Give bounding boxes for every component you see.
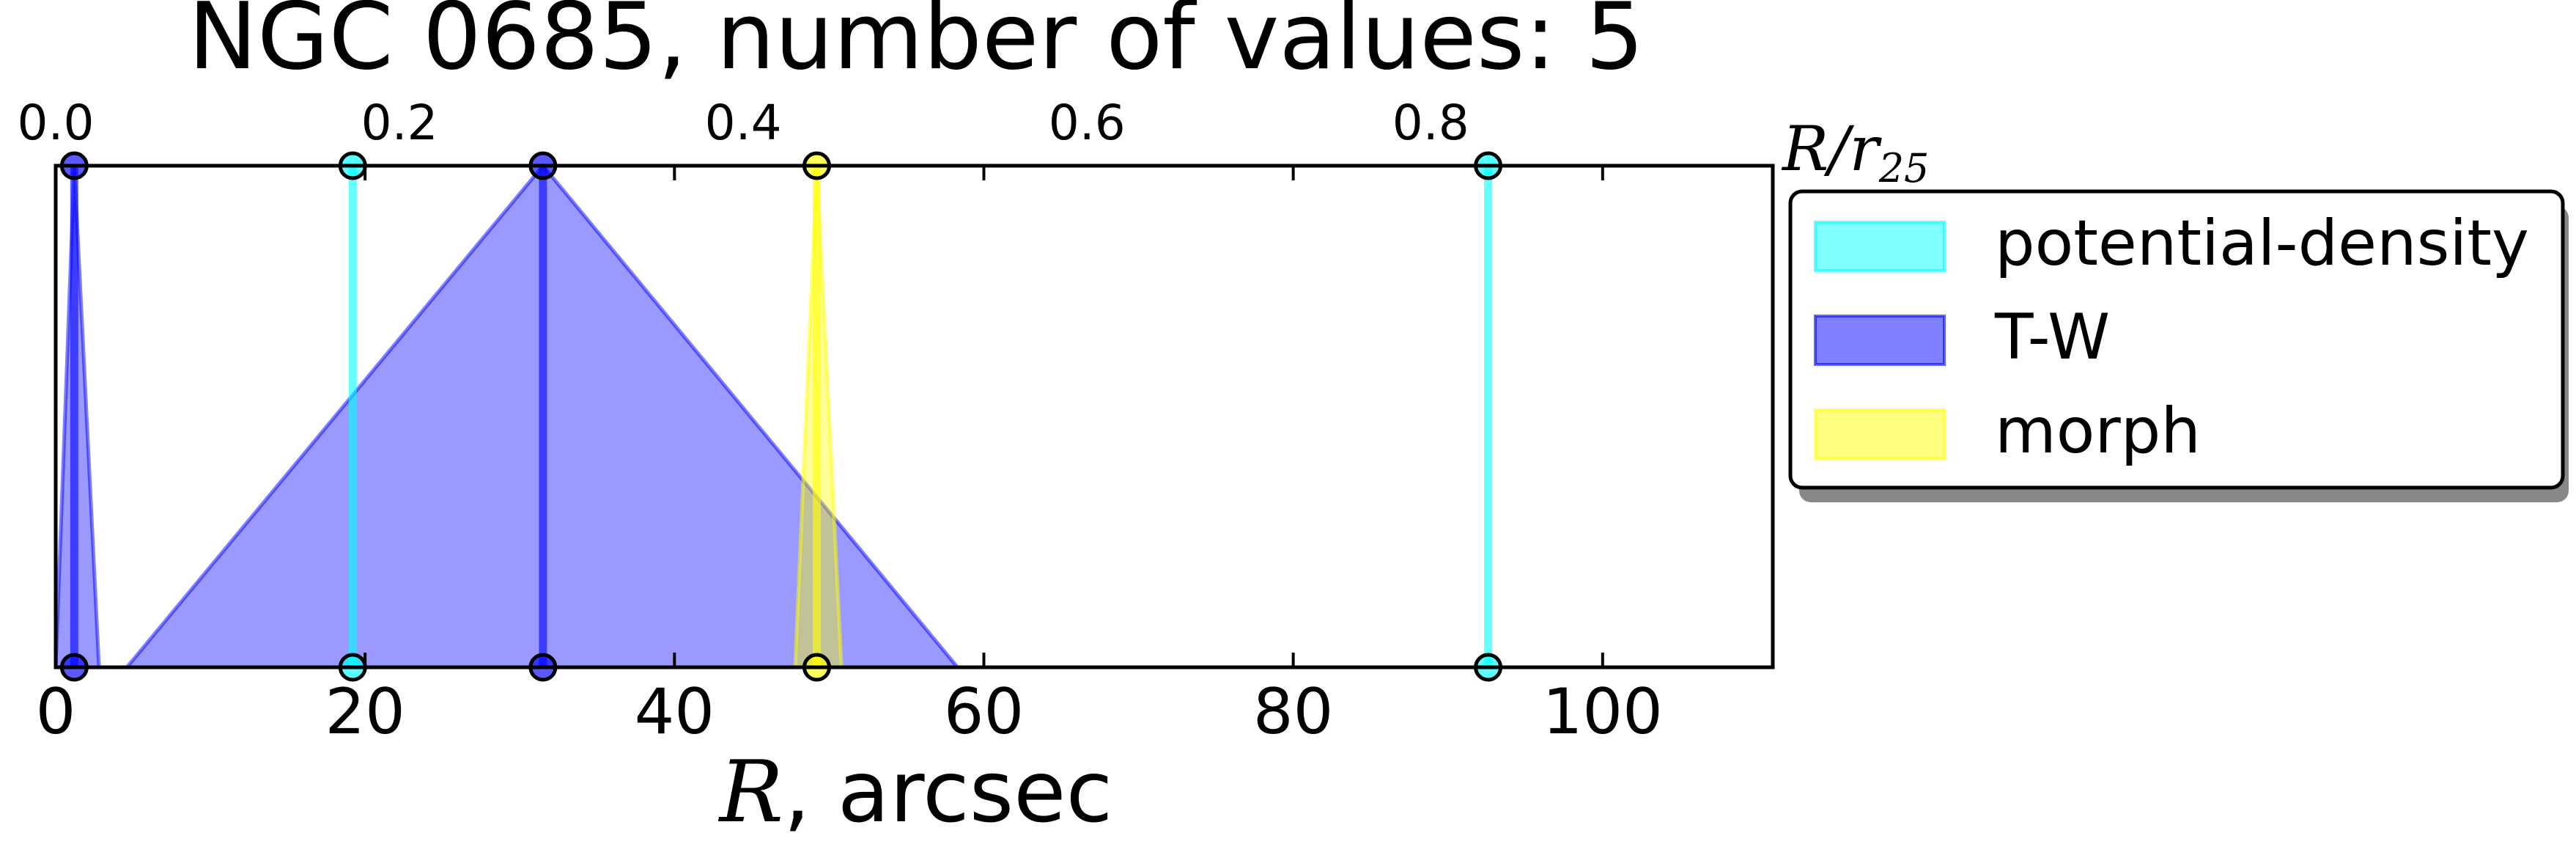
x2-tick-label-2: 0.4 bbox=[705, 95, 782, 151]
x2-tick-label-4: 0.8 bbox=[1392, 95, 1469, 151]
x2-tick-label-3: 0.6 bbox=[1049, 95, 1126, 151]
top-axis: 0.0 0.2 0.4 0.6 0.8 bbox=[18, 95, 1469, 151]
x2-tick-label-0: 0.0 bbox=[18, 95, 95, 151]
legend: potential-density T-W morph bbox=[1788, 189, 2569, 502]
legend-entries: potential-density T-W morph bbox=[1814, 207, 2529, 468]
plot-frame bbox=[53, 164, 1775, 669]
bottom-axis: 0 20 40 60 80 100 bbox=[36, 166, 1663, 749]
x-axis-label-var: R bbox=[718, 743, 783, 842]
legend-label-potential-density: potential-density bbox=[1995, 207, 2529, 280]
chart-title: NGC 0685, number of values: 5 bbox=[188, 0, 1644, 90]
x-axis-label-unit: , arcsec bbox=[783, 743, 1112, 842]
x-tick-label-3: 60 bbox=[944, 675, 1024, 749]
plot-fills bbox=[53, 163, 962, 669]
top-axis-label-sub: 25 bbox=[1878, 145, 1930, 191]
x-axis-label: R, arcsec bbox=[718, 743, 1113, 842]
legend-label-T-W: T-W bbox=[1994, 301, 2110, 374]
x-tick-label-4: 80 bbox=[1253, 675, 1333, 749]
x-tick-label-0: 0 bbox=[36, 675, 76, 749]
top-axis-label-var: R/r bbox=[1781, 113, 1883, 185]
x-tick-label-1: 20 bbox=[325, 675, 405, 749]
legend-swatch-potential-density bbox=[1814, 221, 1946, 272]
legend-box bbox=[1788, 189, 2565, 490]
top-axis-label: R/r25 bbox=[1781, 113, 1929, 191]
x2-tick-label-1: 0.2 bbox=[361, 95, 438, 151]
legend-label-morph: morph bbox=[1995, 395, 2201, 468]
legend-swatch-morph bbox=[1814, 408, 1946, 460]
x-tick-label-5: 100 bbox=[1543, 675, 1663, 749]
legend-swatch-T-W bbox=[1814, 315, 1946, 366]
x-tick-label-2: 40 bbox=[635, 675, 715, 749]
plot-lines bbox=[70, 166, 1493, 667]
